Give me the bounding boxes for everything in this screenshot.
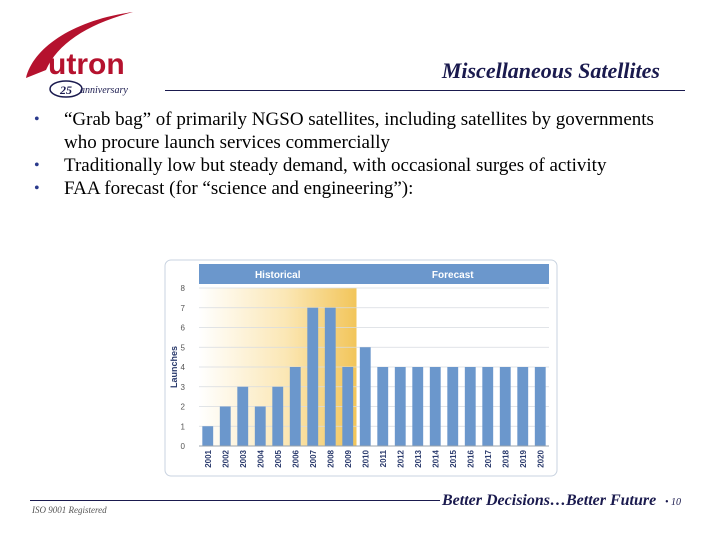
x-tick-label: 2014	[431, 449, 440, 467]
x-tick-label: 2019	[519, 449, 528, 467]
y-tick-label: 3	[181, 383, 186, 392]
bar	[237, 386, 249, 446]
slide-title: Miscellaneous Satellites	[441, 58, 660, 83]
bullet-item: • Traditionally low but steady demand, wi…	[28, 154, 668, 177]
forecast-label: Forecast	[432, 270, 474, 281]
bar	[324, 307, 336, 446]
bar	[499, 367, 511, 446]
bar	[254, 406, 266, 446]
y-tick-label: 2	[181, 403, 186, 412]
bar	[202, 426, 214, 446]
historical-label: Historical	[255, 270, 301, 281]
bar	[534, 367, 546, 446]
x-tick-label: 2017	[484, 449, 493, 467]
bullet-icon: •	[34, 157, 40, 174]
footer-divider	[30, 500, 440, 501]
bar	[517, 367, 529, 446]
x-tick-label: 2002	[221, 449, 230, 467]
logo-anniversary-word: anniversary	[80, 85, 128, 96]
bar	[342, 367, 354, 446]
bullet-item: • FAA forecast (for “science and engineer…	[28, 177, 668, 200]
title-divider	[165, 90, 685, 91]
x-tick-label: 2013	[414, 449, 423, 467]
bullet-icon: •	[34, 111, 40, 128]
footer-tagline: Better Decisions…Better Future	[442, 492, 657, 509]
x-tick-label: 2015	[449, 449, 458, 467]
bullet-text: “Grab bag” of primarily NGSO satellites,…	[64, 109, 654, 153]
x-tick-label: 2010	[361, 449, 370, 467]
bar	[447, 367, 459, 446]
bar	[394, 367, 406, 446]
bar	[359, 347, 371, 446]
bullet-item: • “Grab bag” of primarily NGSO satellites…	[28, 108, 668, 154]
y-tick-label: 4	[181, 363, 186, 372]
bar	[377, 367, 389, 446]
bullet-text: FAA forecast (for “science and engineeri…	[64, 178, 414, 199]
x-tick-label: 2006	[291, 449, 300, 467]
bar	[219, 406, 231, 446]
page-number: • 10	[665, 497, 682, 508]
logo-wordmark: utron	[48, 48, 125, 81]
bar	[289, 367, 301, 446]
x-tick-label: 2008	[326, 449, 335, 467]
x-tick-label: 2007	[309, 449, 318, 467]
bar	[464, 367, 476, 446]
x-tick-label: 2011	[379, 449, 388, 467]
x-tick-label: 2018	[501, 449, 510, 467]
y-tick-label: 5	[181, 343, 186, 352]
y-tick-label: 7	[181, 304, 186, 313]
x-tick-label: 2004	[256, 449, 265, 467]
x-tick-label: 2005	[274, 449, 283, 467]
y-tick-label: 6	[181, 324, 186, 333]
y-tick-label: 1	[181, 422, 186, 431]
logo-swoosh	[26, 12, 133, 78]
x-tick-label: 2012	[396, 449, 405, 467]
chart-header-band	[199, 264, 549, 284]
logo-anniversary-number: 25	[59, 83, 72, 97]
bar	[482, 367, 494, 446]
x-tick-label: 2020	[536, 449, 545, 467]
y-tick-label: 8	[181, 284, 186, 293]
bar	[429, 367, 441, 446]
logo-anniversary-ring	[49, 80, 83, 98]
x-tick-label: 2016	[466, 449, 475, 467]
bar	[307, 307, 319, 446]
bullet-list: • “Grab bag” of primarily NGSO satellites…	[28, 108, 668, 200]
x-tick-label: 2003	[239, 449, 248, 467]
iso-registration: ISO 9001 Registered	[32, 505, 107, 515]
y-tick-label: 0	[181, 442, 186, 451]
bullet-icon: •	[34, 180, 40, 197]
bar	[412, 367, 424, 446]
y-axis-label: Launches	[169, 346, 179, 388]
x-tick-label: 2001	[204, 449, 213, 467]
bullet-text: Traditionally low but steady demand, wit…	[64, 155, 607, 176]
bar	[272, 386, 284, 446]
x-tick-label: 2009	[344, 449, 353, 467]
launch-forecast-chart: Historical Forecast 0 1 2 3 4 5 6 7 8 Launches 2001 2…	[164, 259, 558, 477]
futron-logo: utron 25 anniversary	[26, 12, 133, 98]
